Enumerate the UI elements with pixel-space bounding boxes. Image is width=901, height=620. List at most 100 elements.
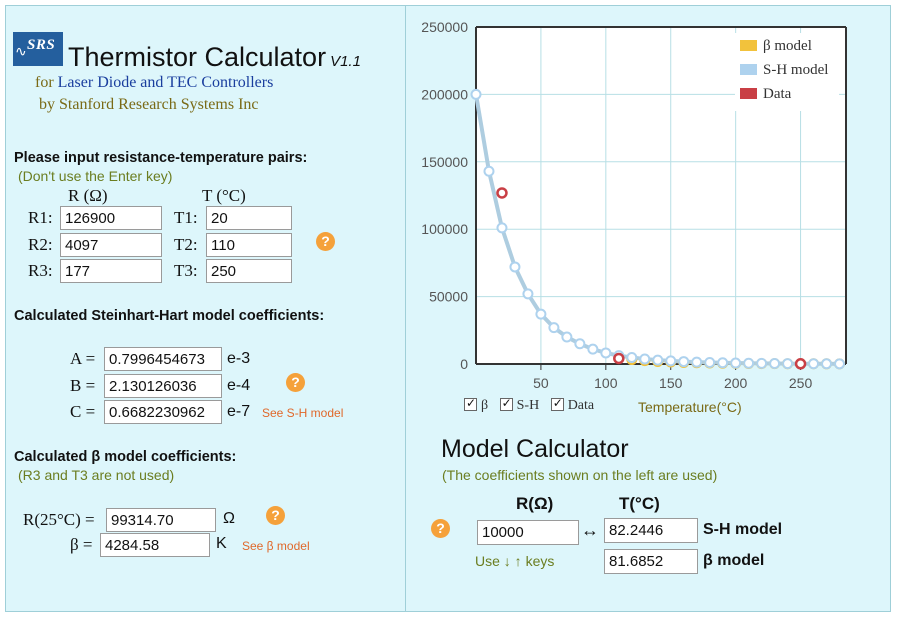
t3-label: T3: xyxy=(174,261,198,280)
chart-series xyxy=(470,88,846,370)
sh-model-point xyxy=(626,352,638,364)
legend-label-beta: β model xyxy=(763,38,812,54)
mc-resistance-input[interactable] xyxy=(477,520,579,545)
r1-input[interactable] xyxy=(60,206,162,230)
sh-model-point xyxy=(769,358,781,370)
mc-t-header: T(°C) xyxy=(619,494,660,513)
mc-sh-label: S-H model xyxy=(703,521,783,538)
sh-heading: Calculated Steinhart-Hart model coeffici… xyxy=(14,308,325,324)
sh-c-input[interactable] xyxy=(104,400,222,424)
data-point xyxy=(496,187,508,199)
t3-input[interactable] xyxy=(206,259,292,283)
toggle-beta-label: β xyxy=(481,398,489,413)
beta-heading: Calculated β model coefficients: xyxy=(14,449,237,465)
app-version: V1.1 xyxy=(330,53,361,70)
pairs-heading: Please input resistance-temperature pair… xyxy=(14,150,308,166)
mc-r-header: R(Ω) xyxy=(516,494,554,513)
r2-label: R2: xyxy=(28,235,53,254)
sh-model-point xyxy=(548,322,560,334)
sh-model-point xyxy=(574,338,586,350)
waveform-icon: ∿ xyxy=(15,44,27,60)
sh-model-point xyxy=(587,343,599,355)
mc-arrow: ↔ xyxy=(581,520,599,540)
sh-model-point xyxy=(834,358,846,370)
r25-label: R(25°C) = xyxy=(23,510,95,529)
sh-a-input[interactable] xyxy=(104,347,222,371)
srs-logo: ∿ SRS xyxy=(13,32,63,66)
legend-swatch-data xyxy=(740,88,757,99)
r25-unit: Ω xyxy=(223,510,235,527)
sh-model-point xyxy=(743,357,755,369)
model-calculator: Model Calculator (The coefficients shown… xyxy=(405,0,891,620)
sh-model-point xyxy=(691,356,703,368)
pairs-note: (Don't use the Enter key) xyxy=(18,168,173,184)
sh-model-point xyxy=(717,357,729,369)
col-header-r: R (Ω) xyxy=(68,186,108,205)
beta-unit: K xyxy=(216,535,227,552)
t1-input[interactable] xyxy=(206,206,292,230)
mc-beta-temp-output[interactable] xyxy=(604,549,698,574)
data-point xyxy=(613,352,625,365)
y-tick-label: 250000 xyxy=(421,19,468,35)
t2-label: T2: xyxy=(174,235,198,254)
x-tick-label: 100 xyxy=(594,375,618,391)
pairs-help-icon[interactable]: ? xyxy=(316,232,335,251)
see-beta-model-link[interactable]: See β model xyxy=(242,539,310,553)
sh-model-point xyxy=(496,222,508,234)
subtitle-by: by Stanford Research Systems Inc xyxy=(39,96,259,113)
sh-model-point xyxy=(756,357,768,369)
sh-model-point xyxy=(470,88,482,100)
legend-item-sh[interactable]: S-H model xyxy=(740,62,828,79)
t2-input[interactable] xyxy=(206,233,292,257)
see-sh-model-link[interactable]: See S-H model xyxy=(262,406,344,420)
sh-help-icon[interactable]: ? xyxy=(286,373,305,392)
for-product: Laser Diode and TEC Controllers xyxy=(57,74,274,91)
data-point xyxy=(794,358,807,370)
series-toggles: β S-H Data xyxy=(462,396,600,414)
mc-help-icon[interactable]: ? xyxy=(431,519,450,538)
y-tick-label: 100000 xyxy=(421,221,468,237)
toggle-beta-checkbox[interactable] xyxy=(464,396,477,411)
sh-model-point xyxy=(652,354,664,366)
sh-model-point xyxy=(704,357,716,369)
legend-item-beta[interactable]: β model xyxy=(740,38,812,55)
for-prefix: for xyxy=(35,74,54,91)
mc-keys-hint: Use ↓ ↑ keys xyxy=(475,553,555,569)
y-tick-label: 0 xyxy=(460,356,468,372)
x-tick-label: 150 xyxy=(659,375,683,391)
legend-label-sh: S-H model xyxy=(763,62,829,78)
sh-b-input[interactable] xyxy=(104,374,222,398)
beta-help-icon[interactable]: ? xyxy=(266,506,285,525)
x-tick-label: 50 xyxy=(533,375,549,391)
legend-label-data: Data xyxy=(763,86,792,102)
r2-input[interactable] xyxy=(60,233,162,257)
legend-swatch-beta xyxy=(740,40,757,51)
sh-model-point xyxy=(730,357,742,369)
beta-note: (R3 and T3 are not used) xyxy=(18,467,175,483)
mc-sh-temp-output[interactable] xyxy=(604,518,698,543)
r25-input[interactable] xyxy=(106,508,216,532)
app-title-text: Thermistor Calculator xyxy=(68,42,327,72)
sh-model-point xyxy=(808,358,820,370)
logo-text: SRS xyxy=(27,37,56,53)
sh-b-label: B = xyxy=(70,376,96,395)
toggle-sh-checkbox[interactable] xyxy=(499,396,513,411)
model-calculator-title: Model Calculator xyxy=(441,435,629,463)
sh-a-label: A = xyxy=(70,349,96,368)
x-axis-label: Temperature(°C) xyxy=(638,399,742,415)
sh-model-point xyxy=(782,358,794,370)
sh-model-point xyxy=(509,261,521,273)
toggle-data-checkbox[interactable] xyxy=(550,396,564,411)
sh-c-label: C = xyxy=(70,402,96,421)
x-axis-ticks: 50 100 150 200 250 xyxy=(533,364,812,391)
x-tick-label: 250 xyxy=(789,375,813,391)
beta-input[interactable] xyxy=(100,533,210,557)
r3-input[interactable] xyxy=(60,259,162,283)
legend-item-data[interactable]: Data xyxy=(740,86,791,103)
sh-model-point xyxy=(678,356,690,368)
y-tick-label: 150000 xyxy=(421,154,468,170)
sh-b-exp: e-4 xyxy=(227,377,251,394)
t1-label: T1: xyxy=(174,208,198,227)
resistance-temperature-chart: 0 50000 100000 150000 200000 250000 50 100 150 2… xyxy=(405,5,891,425)
y-axis-ticks: 0 50000 100000 150000 200000 250000 xyxy=(421,19,468,372)
